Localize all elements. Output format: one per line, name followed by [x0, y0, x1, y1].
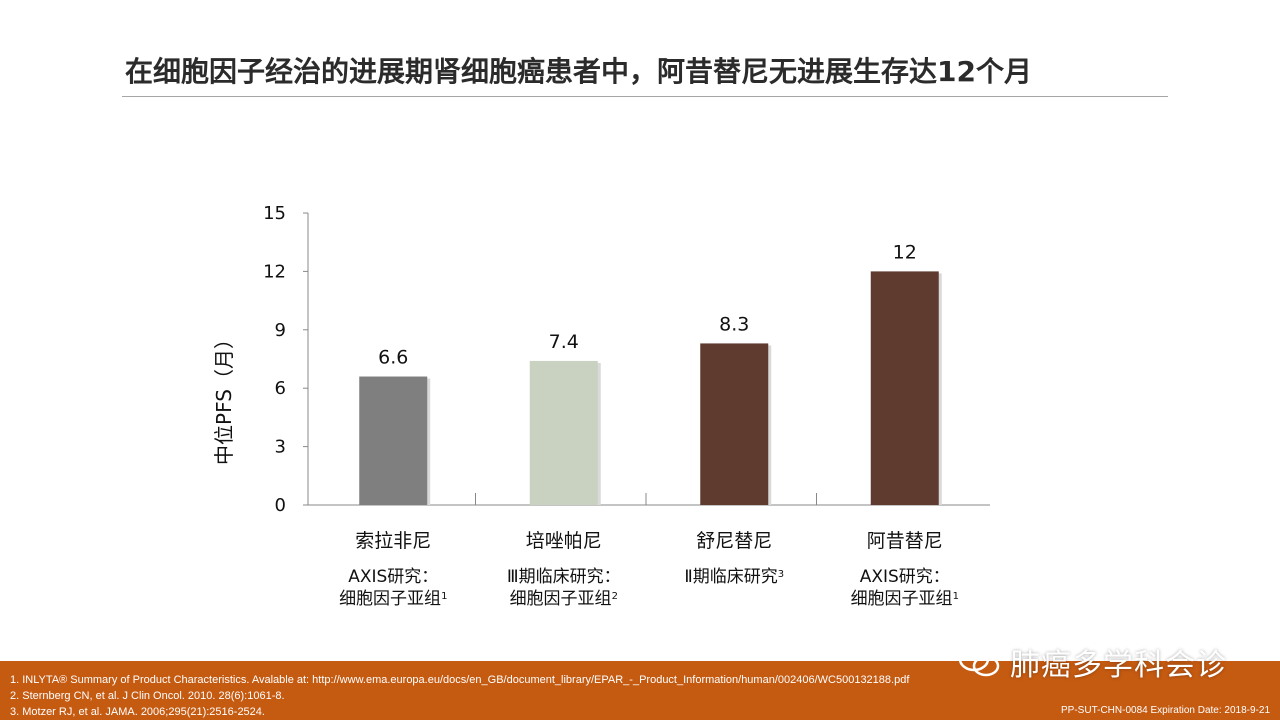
- title-divider: [122, 96, 1168, 97]
- data-label: 12: [893, 241, 917, 263]
- superscript: 1: [953, 591, 959, 602]
- study-label: Ⅲ期临床研究：: [507, 567, 621, 587]
- category-label: 舒尼替尼: [696, 530, 772, 552]
- y-tick-label: 12: [263, 261, 286, 282]
- watermark-text: 肺癌多学科会诊: [1010, 648, 1227, 683]
- category-label: 培唑帕尼: [526, 530, 602, 552]
- study-line-1: Ⅱ期临床研究: [684, 567, 777, 587]
- superscript: 1: [441, 591, 447, 602]
- bar-3: [700, 343, 769, 505]
- y-tick-label: 0: [275, 495, 286, 516]
- data-label: 8.3: [719, 313, 749, 335]
- study-line-2: 细胞因子亚组: [510, 589, 612, 609]
- study-line-2: 细胞因子亚组: [339, 589, 441, 609]
- chart-bars: [359, 271, 942, 505]
- category-label: 索拉非尼: [355, 530, 431, 552]
- y-axis-label: 中位PFS（月）: [212, 329, 236, 465]
- superscript: 3: [778, 569, 784, 580]
- y-tick-label: 9: [275, 320, 286, 341]
- study-label: Ⅱ期临床研究3: [684, 567, 784, 587]
- study-label-line-2: 细胞因子亚组1: [851, 589, 959, 609]
- y-tick-label: 6: [275, 378, 286, 399]
- study-label: AXIS研究：: [348, 567, 438, 587]
- data-label: 6.6: [378, 347, 408, 369]
- y-tick-label: 15: [263, 203, 286, 224]
- study-label-line-2: 细胞因子亚组2: [510, 589, 618, 609]
- study-line-2: 细胞因子亚组: [851, 589, 953, 609]
- expiration-date: PP-SUT-CHN-0084 Expiration Date: 2018-9-…: [1061, 705, 1270, 716]
- y-tick-label: 3: [275, 437, 286, 458]
- slide-title: 在细胞因子经治的进展期肾细胞癌患者中，阿昔替尼无进展生存达12个月: [125, 55, 1032, 88]
- reference-2: 2. Sternberg CN, et al. J Clin Oncol. 20…: [10, 690, 285, 702]
- study-label: AXIS研究：: [860, 567, 950, 587]
- bar-1: [359, 376, 428, 505]
- chart-labels: 6.6索拉非尼AXIS研究：细胞因子亚组17.4培唑帕尼Ⅲ期临床研究：细胞因子亚…: [339, 241, 959, 609]
- bar-2: [529, 360, 598, 505]
- reference-1: 1. INLYTA® Summary of Product Characteri…: [10, 674, 910, 686]
- study-line-1: Ⅲ期临床研究：: [507, 567, 621, 587]
- watermark: 肺癌多学科会诊: [958, 640, 1227, 684]
- reference-3: 3. Motzer RJ, et al. JAMA. 2006;295(21):…: [10, 706, 265, 718]
- study-line-1: AXIS研究：: [860, 567, 950, 587]
- study-line-1: AXIS研究：: [348, 567, 438, 587]
- data-label: 7.4: [549, 331, 579, 353]
- superscript: 2: [612, 591, 618, 602]
- bar-4: [870, 271, 939, 505]
- wechat-icon: [958, 646, 1000, 677]
- footer-bar: 1. INLYTA® Summary of Product Characteri…: [0, 661, 1280, 720]
- study-label-line-2: 细胞因子亚组1: [339, 589, 447, 609]
- category-label: 阿昔替尼: [867, 530, 943, 552]
